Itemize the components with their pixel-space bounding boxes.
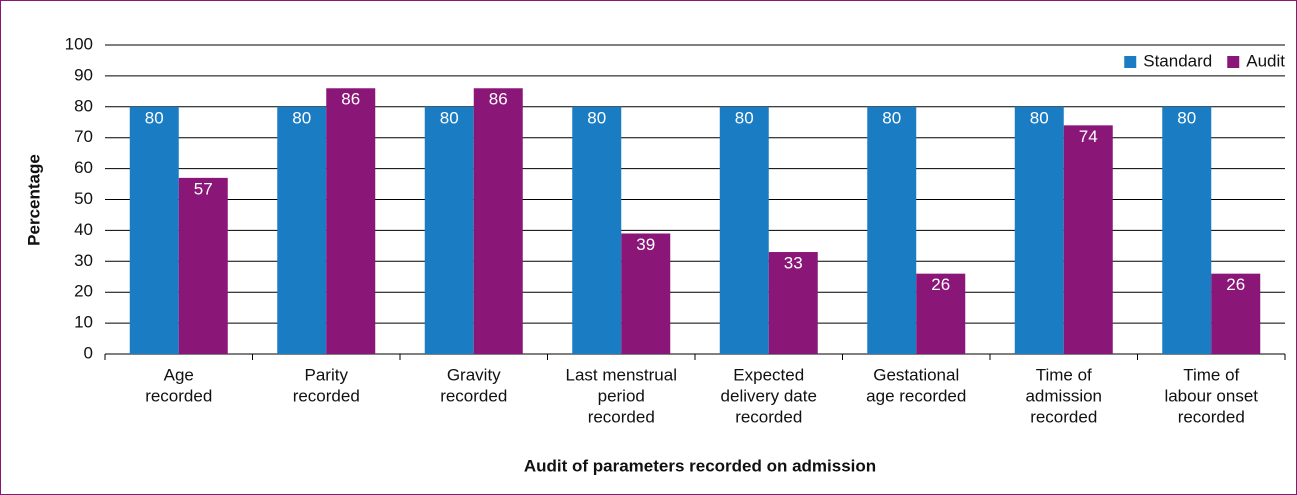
legend-label: Standard xyxy=(1143,51,1212,70)
value-label: 33 xyxy=(784,254,803,273)
value-label: 80 xyxy=(587,108,606,127)
y-tick-label: 60 xyxy=(74,158,93,177)
bar xyxy=(1162,106,1212,354)
x-tick-label: recorded xyxy=(440,386,507,405)
bar xyxy=(277,106,327,354)
bar xyxy=(1063,125,1113,354)
bar xyxy=(916,273,966,354)
x-tick-label: Age xyxy=(164,365,194,384)
x-tick-label: recorded xyxy=(1178,407,1245,426)
bar xyxy=(572,106,622,354)
bar xyxy=(1211,273,1261,354)
bar xyxy=(129,106,179,354)
y-tick-label: 100 xyxy=(65,34,93,53)
value-label: 86 xyxy=(341,90,360,109)
y-tick-label: 10 xyxy=(74,313,93,332)
x-tick-label: Gravity xyxy=(447,365,501,384)
bar xyxy=(424,106,474,354)
x-tick-label: Gestational xyxy=(873,365,959,384)
x-tick-label: Time of xyxy=(1183,365,1239,384)
x-tick-label: recorded xyxy=(145,386,212,405)
legend-swatch xyxy=(1227,56,1240,68)
value-label: 26 xyxy=(1226,275,1245,294)
value-label: 80 xyxy=(292,108,311,127)
x-tick-label: delivery date xyxy=(721,386,817,405)
bar xyxy=(1014,106,1064,354)
y-tick-label: 30 xyxy=(74,251,93,270)
x-tick-label: Expected xyxy=(733,365,804,384)
x-tick-label: labour onset xyxy=(1164,386,1258,405)
y-tick-label: 80 xyxy=(74,96,93,115)
x-tick-label: Time of xyxy=(1036,365,1092,384)
x-tick-label: age recorded xyxy=(866,386,966,405)
value-label: 80 xyxy=(145,108,164,127)
bar xyxy=(178,177,228,354)
x-tick-label: period xyxy=(598,386,645,405)
y-tick-label: 40 xyxy=(74,220,93,239)
legend-label: Audit xyxy=(1246,51,1285,70)
x-tick-label: Parity xyxy=(305,365,349,384)
y-axis-title: Percentage xyxy=(24,154,43,246)
value-label: 80 xyxy=(1177,108,1196,127)
value-label: 26 xyxy=(931,275,950,294)
value-label: 39 xyxy=(636,235,655,254)
x-tick-label: admission xyxy=(1025,386,1102,405)
y-tick-label: 0 xyxy=(84,343,93,362)
bar xyxy=(719,106,769,354)
value-label: 80 xyxy=(1030,108,1049,127)
value-label: 86 xyxy=(489,90,508,109)
x-axis-title: Audit of parameters recorded on admissio… xyxy=(524,456,876,475)
legend-swatch xyxy=(1124,56,1137,68)
y-tick-label: 70 xyxy=(74,127,93,146)
bar xyxy=(326,88,376,354)
value-label: 80 xyxy=(735,108,754,127)
bar xyxy=(621,233,671,354)
value-label: 74 xyxy=(1079,127,1098,146)
value-label: 80 xyxy=(882,108,901,127)
x-tick-label: Last menstrual xyxy=(566,365,678,384)
y-tick-label: 20 xyxy=(74,282,93,301)
value-label: 80 xyxy=(440,108,459,127)
x-tick-label: recorded xyxy=(735,407,802,426)
bar xyxy=(768,252,818,354)
bar xyxy=(867,106,917,354)
x-tick-label: recorded xyxy=(588,407,655,426)
y-tick-label: 50 xyxy=(74,189,93,208)
x-tick-label: recorded xyxy=(1030,407,1097,426)
bar xyxy=(473,88,523,354)
value-label: 57 xyxy=(194,179,213,198)
y-tick-label: 90 xyxy=(74,65,93,84)
x-tick-label: recorded xyxy=(293,386,360,405)
